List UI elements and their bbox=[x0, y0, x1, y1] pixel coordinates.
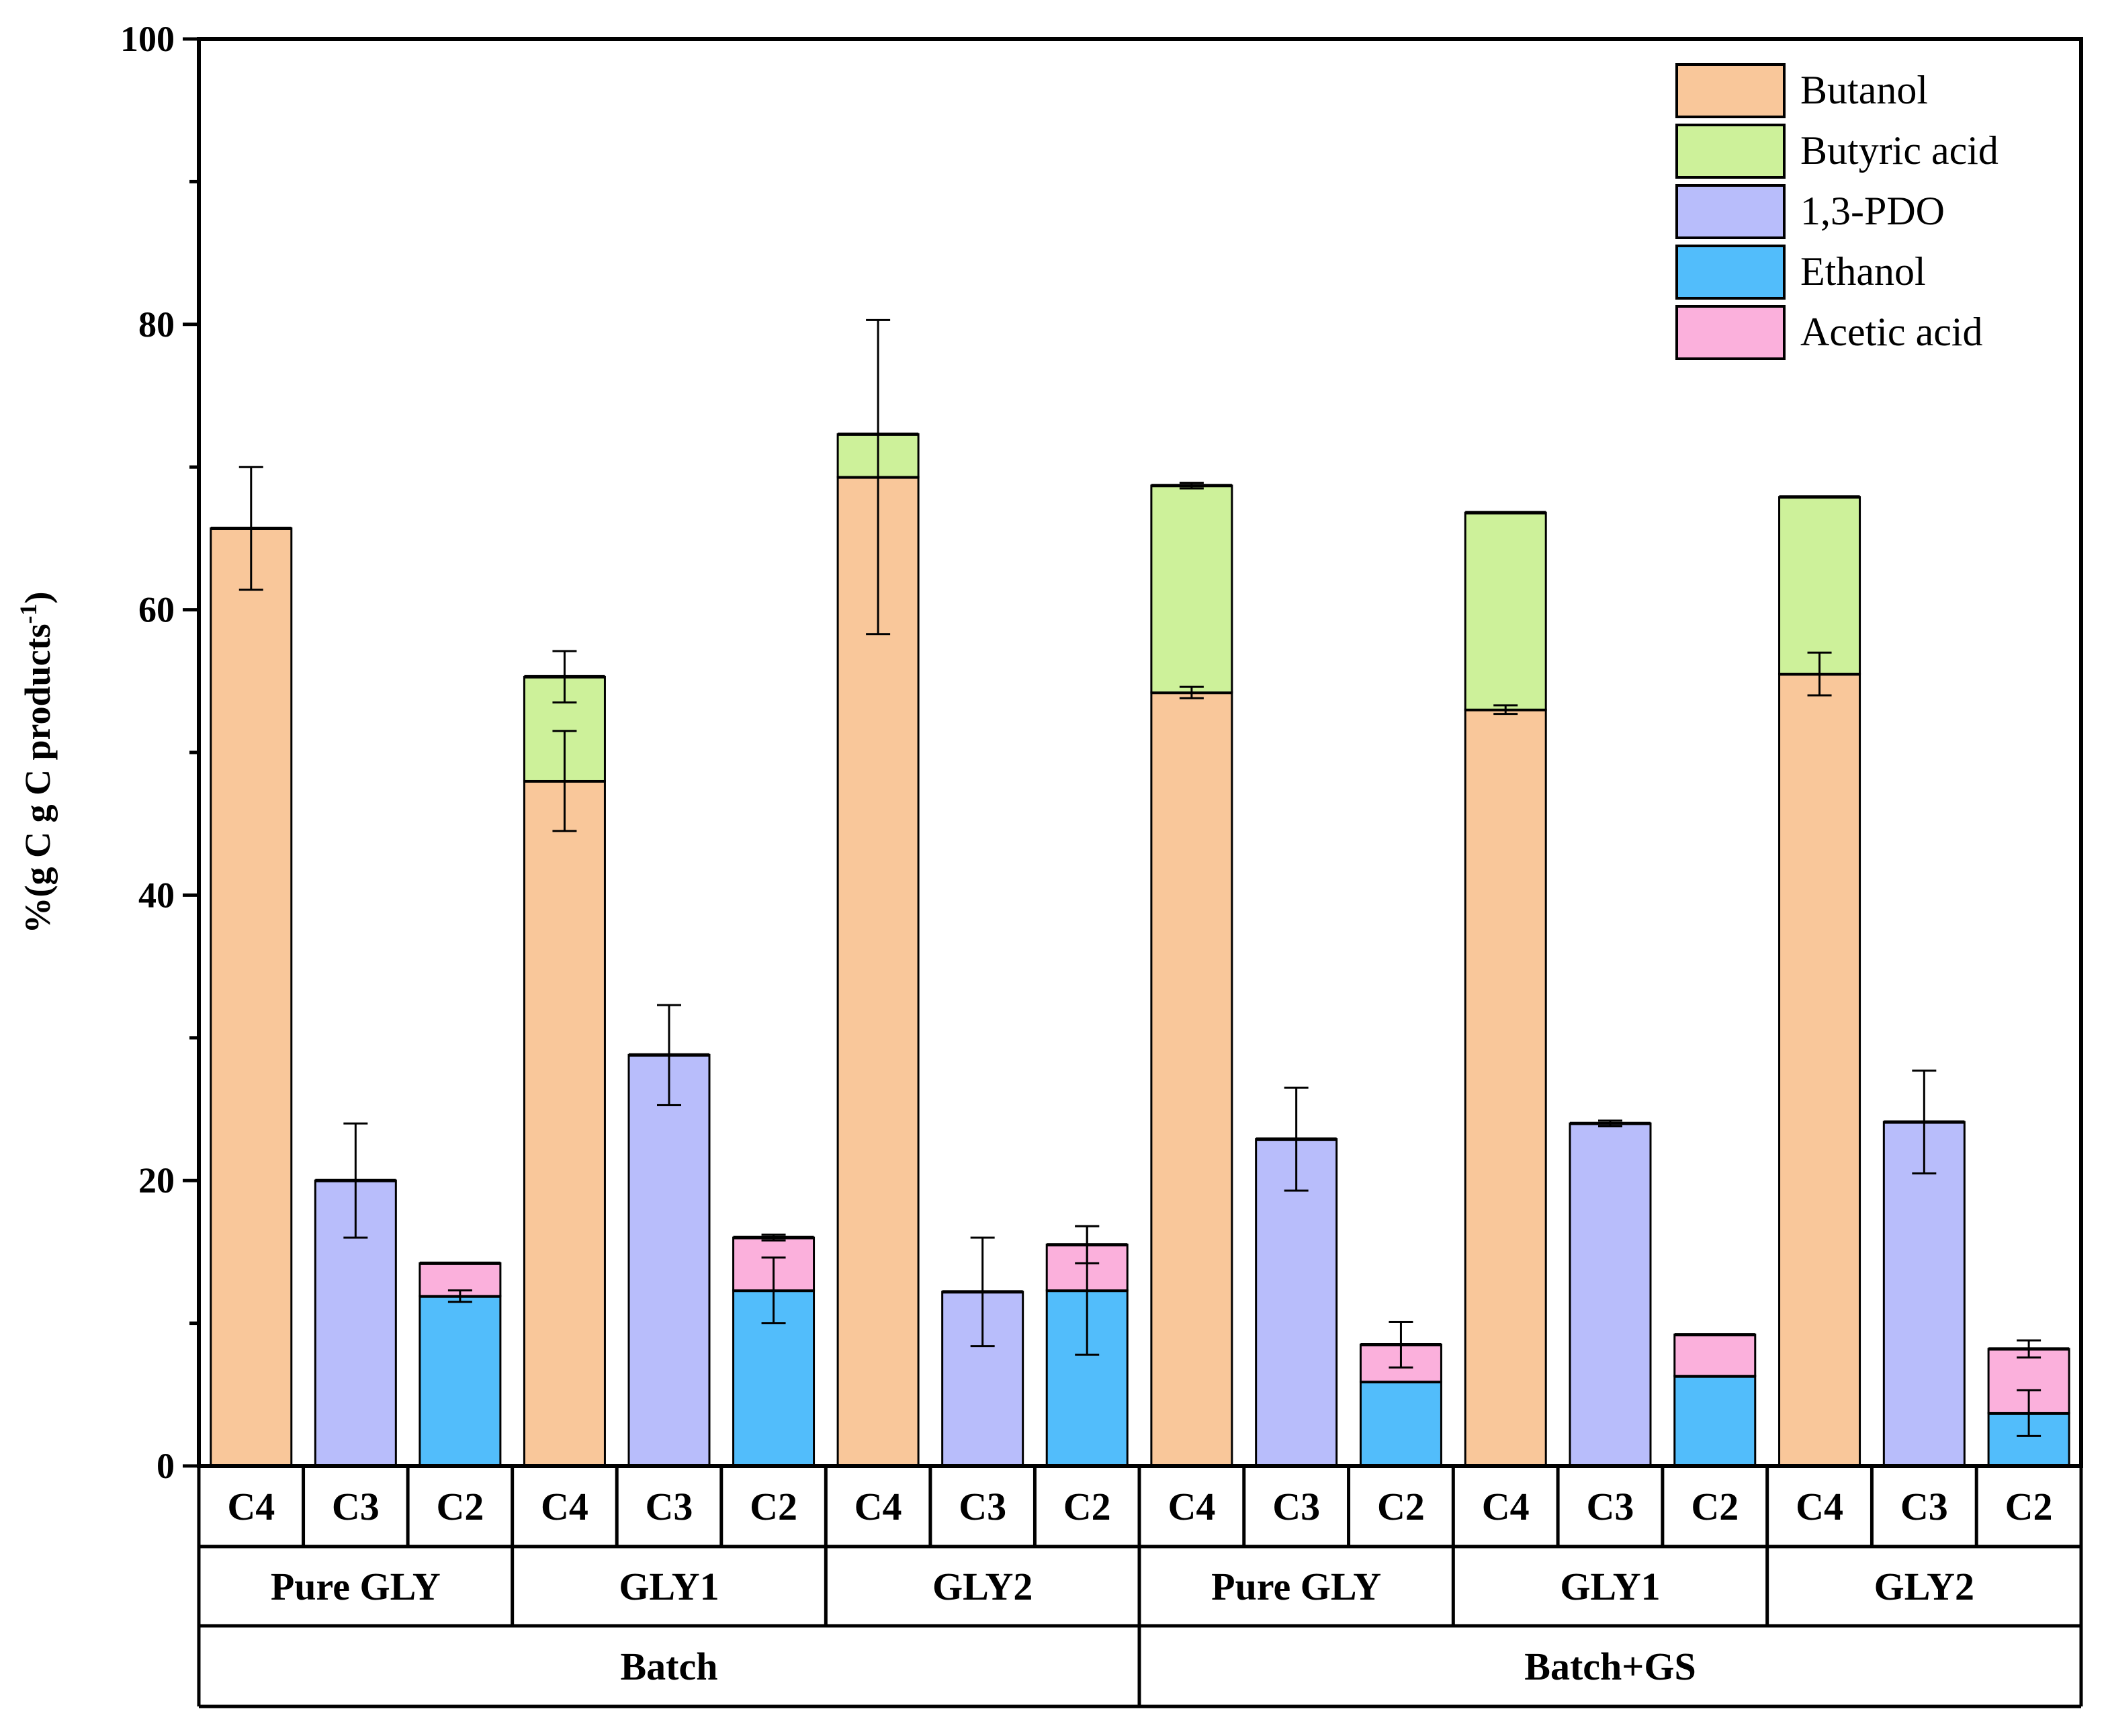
legend-swatch-butyric bbox=[1675, 124, 1786, 179]
bar-category-label: C2 bbox=[436, 1485, 484, 1528]
substrate-group-label: Pure GLY bbox=[1211, 1565, 1381, 1608]
bar-category-label: C2 bbox=[1377, 1485, 1425, 1528]
bar-category-label: C3 bbox=[1587, 1485, 1634, 1528]
bar-segment-pdo bbox=[1569, 1122, 1652, 1467]
substrate-group-label: GLY2 bbox=[1874, 1565, 1974, 1608]
y-tick-label: 60 bbox=[138, 590, 175, 630]
y-tick-label: 100 bbox=[120, 19, 175, 59]
bar-category-label: C3 bbox=[1272, 1485, 1320, 1528]
bar-segment-ethanol bbox=[419, 1295, 502, 1467]
y-tick-label: 80 bbox=[138, 304, 175, 345]
substrate-group-label: GLY1 bbox=[1560, 1565, 1660, 1608]
bar-segment-pdo bbox=[1882, 1121, 1966, 1467]
legend-label: 1,3-PDO bbox=[1800, 189, 1945, 233]
bar-segment-butanol bbox=[210, 527, 293, 1467]
bar-category-label: C2 bbox=[750, 1485, 797, 1528]
bar-segment-ethanol bbox=[1673, 1375, 1757, 1467]
bar-segment-butyric bbox=[1150, 484, 1233, 694]
bar-category-label: C4 bbox=[854, 1485, 902, 1528]
legend-label: Ethanol bbox=[1800, 249, 1926, 294]
bar-category-label: C3 bbox=[332, 1485, 380, 1528]
y-axis-title: %(g C g C products-1) bbox=[15, 591, 58, 933]
top-group-label: Batch bbox=[621, 1645, 718, 1688]
substrate-group-label: Pure GLY bbox=[271, 1565, 441, 1608]
legend-label: Butanol bbox=[1800, 68, 1928, 112]
y-tick-label: 0 bbox=[157, 1446, 175, 1486]
bar-segment-butyric bbox=[1778, 496, 1861, 675]
bar-category-label: C2 bbox=[1691, 1485, 1739, 1528]
bar-category-label: C4 bbox=[541, 1485, 588, 1528]
legend-swatch-butanol bbox=[1675, 63, 1786, 118]
legend-swatch-ethanol bbox=[1675, 245, 1786, 300]
bar-segment-butanol bbox=[1778, 672, 1861, 1467]
y-tick-label: 20 bbox=[138, 1160, 175, 1201]
bar-category-label: C2 bbox=[2005, 1485, 2053, 1528]
legend-swatch-pdo bbox=[1675, 184, 1786, 239]
bar-category-label: C3 bbox=[646, 1485, 693, 1528]
bar-segment-ethanol bbox=[1359, 1381, 1442, 1467]
bar-category-label: C4 bbox=[1482, 1485, 1530, 1528]
bar-segment-butanol bbox=[523, 779, 606, 1467]
category-axis-table: C4 C3 C2 C4 C3 C2 C4 C3 C2 C4 C3 C2 C4 C3 C2 C4 C3 C2 Pure… bbox=[197, 1466, 2083, 1708]
y-axis: 0 20 40 60 80 100 bbox=[120, 19, 199, 1486]
substrate-group-label: GLY1 bbox=[619, 1565, 719, 1608]
bar-category-label: C3 bbox=[959, 1485, 1006, 1528]
bar-segment-butanol bbox=[1464, 708, 1547, 1467]
bars bbox=[210, 432, 2070, 1467]
error-bars bbox=[238, 318, 2041, 1437]
legend: Butanol Butyric acid 1,3-PDO Ethanol Acetic … bbox=[1675, 63, 1999, 360]
legend-label: Acetic acid bbox=[1800, 310, 1983, 354]
plot-frame bbox=[197, 37, 2083, 1468]
legend-label: Butyric acid bbox=[1800, 128, 1999, 173]
bar-segment-pdo bbox=[627, 1053, 711, 1467]
substrate-group-label: GLY2 bbox=[932, 1565, 1033, 1608]
legend-swatch-acetic bbox=[1675, 305, 1786, 360]
bar-segment-butanol bbox=[1150, 691, 1233, 1467]
bar-category-label: C4 bbox=[1168, 1485, 1215, 1528]
bar-category-label: C2 bbox=[1063, 1485, 1111, 1528]
bar-category-label: C4 bbox=[227, 1485, 275, 1528]
bar-category-label: C4 bbox=[1796, 1485, 1843, 1528]
top-group-label: Batch+GS bbox=[1524, 1645, 1696, 1688]
bar-segment-butyric bbox=[1464, 511, 1547, 711]
bar-segment-acetic bbox=[1673, 1334, 1757, 1377]
y-tick-label: 40 bbox=[138, 875, 175, 915]
bar-category-label: C3 bbox=[1900, 1485, 1948, 1528]
